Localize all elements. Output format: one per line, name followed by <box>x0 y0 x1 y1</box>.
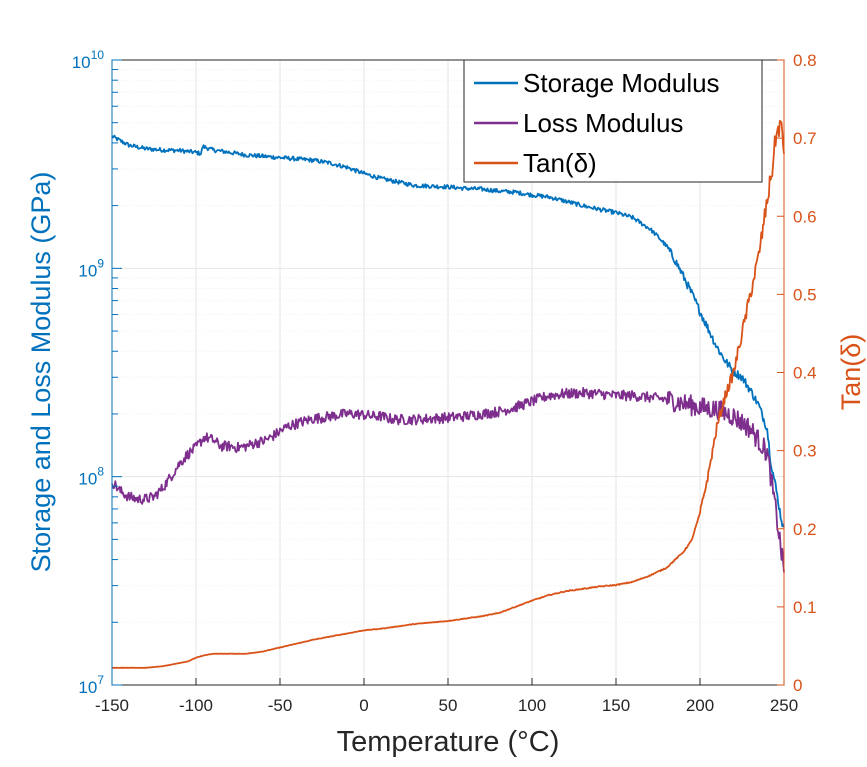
y-tick-label-right: 0.7 <box>793 129 817 148</box>
y-tick-label-left: 108 <box>78 465 104 489</box>
legend-label-tan: Tan(δ) <box>523 148 597 178</box>
x-tick-label: 100 <box>518 696 546 715</box>
series-line-tan <box>111 120 785 669</box>
legend: Storage Modulus Loss Modulus Tan(δ) <box>463 59 763 183</box>
x-tick-label: -100 <box>179 696 213 715</box>
x-tick-label: 250 <box>770 696 798 715</box>
y-tick-label-right: 0.6 <box>793 207 817 226</box>
y-tick-label-right: 0.5 <box>793 285 817 304</box>
y-tick-label-right: 0.4 <box>793 364 817 383</box>
y-tick-label-right: 0.2 <box>793 520 817 539</box>
legend-label-loss: Loss Modulus <box>523 108 683 138</box>
x-tick-label: 50 <box>439 696 458 715</box>
y-tick-label-right: 0.8 <box>793 51 817 70</box>
x-tick-label: -50 <box>268 696 293 715</box>
series-line-storage-modulus <box>111 134 785 528</box>
y-tick-label-left: 107 <box>78 673 104 697</box>
legend-box <box>463 59 763 183</box>
y-tick-label-right: 0 <box>793 676 802 695</box>
y-tick-label-left: 1010 <box>72 48 105 72</box>
plot-area <box>111 120 785 669</box>
legend-label-storage: Storage Modulus <box>523 68 720 98</box>
y-tick-label-right: 0.1 <box>793 598 817 617</box>
y-axis-left-title: Storage and Loss Modulus (GPa) <box>26 172 56 573</box>
x-axis-title: Temperature (°C) <box>337 726 560 758</box>
series-line-loss-modulus <box>111 386 785 573</box>
y-tick-label-right: 0.3 <box>793 442 817 461</box>
x-tick-label: 150 <box>602 696 630 715</box>
x-tick-label: 200 <box>686 696 714 715</box>
x-tick-label: -150 <box>95 696 129 715</box>
y-axis-right-title: Tan(δ) <box>836 334 866 411</box>
y-tick-label-left: 109 <box>78 256 104 280</box>
x-tick-label: 0 <box>359 696 368 715</box>
